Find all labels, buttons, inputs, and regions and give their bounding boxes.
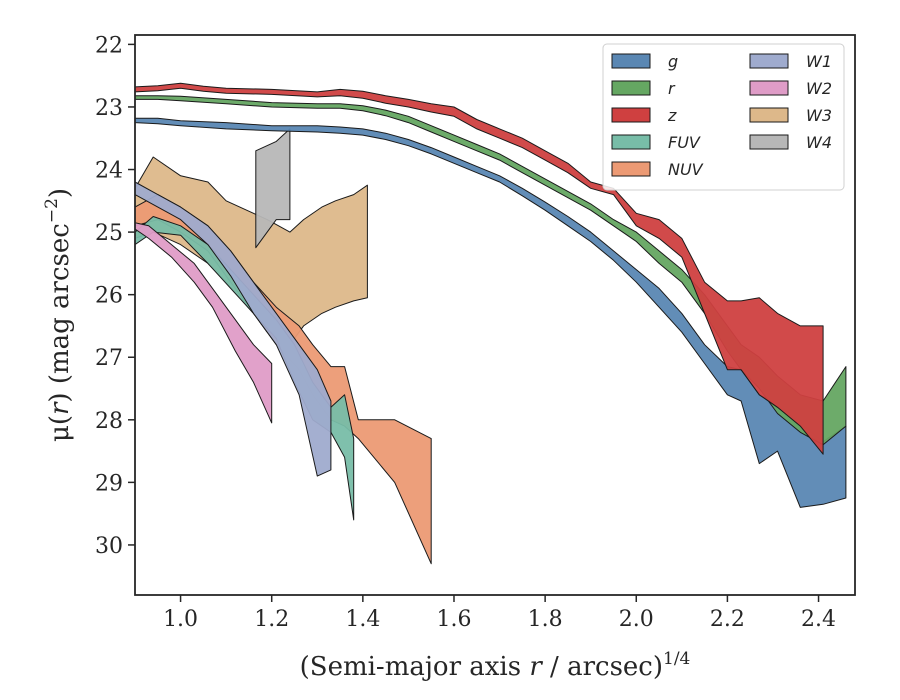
legend-label-z: z xyxy=(667,106,677,125)
legend-swatch-g xyxy=(611,53,651,69)
y-tick-label: 30 xyxy=(95,534,123,559)
legend-label-w1: W1 xyxy=(806,52,832,71)
legend-label-w3: W3 xyxy=(806,106,832,125)
legend-swatch-r xyxy=(611,80,651,96)
y-tick-label: 27 xyxy=(95,346,123,371)
x-tick-label: 2.4 xyxy=(801,607,836,632)
y-tick-label: 25 xyxy=(95,221,123,246)
band-w1 xyxy=(135,181,332,477)
legend-swatch-w2 xyxy=(749,80,789,96)
y-tick-label: 23 xyxy=(95,96,123,121)
legend-label-g: g xyxy=(668,52,678,71)
band-g xyxy=(135,117,847,508)
legend-label-w2: W2 xyxy=(806,79,832,98)
plot-frame xyxy=(134,34,856,596)
legend-swatch-fuv xyxy=(611,134,651,150)
legend-swatch-z xyxy=(611,107,651,123)
y-tick-label: 22 xyxy=(95,33,123,58)
y-axis: 22 23 24 25 26 27 28 29 30 xyxy=(95,33,135,559)
legend-swatch-w4 xyxy=(749,134,789,150)
x-tick-label: 1.4 xyxy=(345,607,380,632)
y-tick-label: 24 xyxy=(95,159,123,184)
x-axis: 1.0 1.2 1.4 1.6 1.8 2.0 2.2 2.4 xyxy=(163,595,836,632)
band-w2 xyxy=(135,222,273,424)
y-tick-label: 28 xyxy=(95,409,123,434)
legend: grz FUV NUV W1 W2 W3 W4 xyxy=(602,43,845,191)
x-tick-label: 1.0 xyxy=(163,607,198,632)
legend-label-r: r xyxy=(668,79,676,98)
legend-swatch-w1 xyxy=(749,53,789,69)
band-z xyxy=(135,82,824,455)
legend-label-fuv: FUV xyxy=(668,133,701,152)
legend-swatch-nuv xyxy=(611,161,651,177)
x-tick-label: 2.0 xyxy=(619,607,654,632)
x-tick-label: 1.2 xyxy=(254,607,289,632)
y-tick-label: 29 xyxy=(95,471,123,496)
legend-label-w4: W4 xyxy=(806,133,832,152)
x-tick-label: 1.8 xyxy=(528,607,563,632)
band-w4 xyxy=(255,128,291,249)
y-tick-label: 26 xyxy=(95,284,123,309)
x-tick-label: 2.2 xyxy=(710,607,745,632)
x-tick-label: 1.6 xyxy=(436,607,471,632)
legend-swatch-w3 xyxy=(749,107,789,123)
legend-label-nuv: NUV xyxy=(668,160,704,179)
band-r xyxy=(135,95,847,446)
x-axis-label: (Semi-major axis r / arcsec)1/4 xyxy=(300,649,691,682)
y-axis-label: μ(r) (mag arcsec−2) xyxy=(42,188,75,442)
profile-bands xyxy=(135,82,847,565)
